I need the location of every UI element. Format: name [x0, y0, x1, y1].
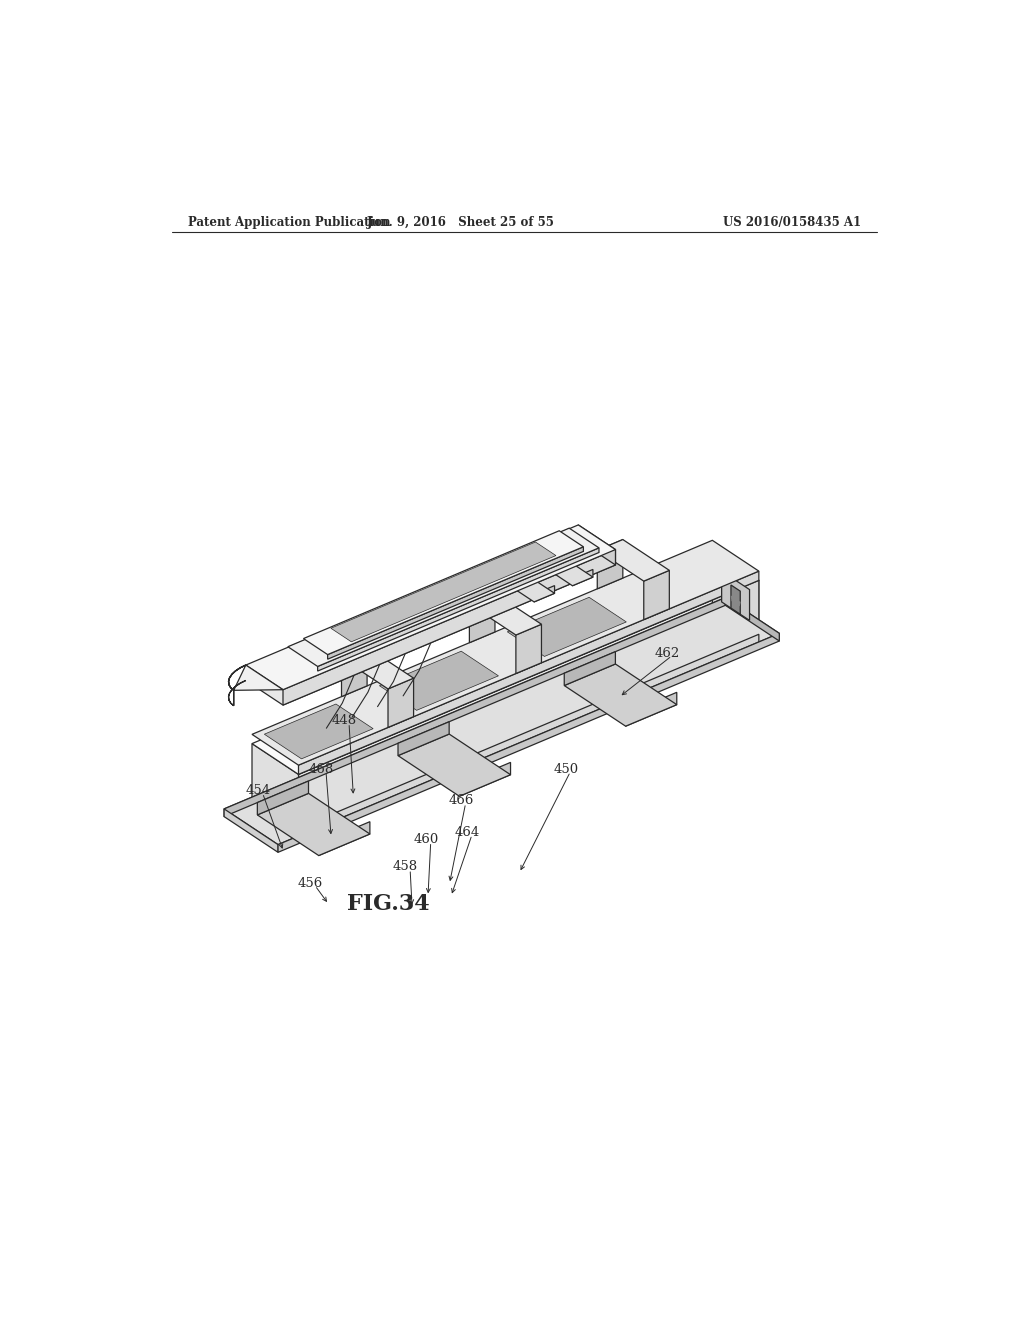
Text: 460: 460 — [414, 833, 439, 846]
Text: 468: 468 — [309, 763, 334, 776]
Polygon shape — [626, 692, 677, 726]
Polygon shape — [224, 598, 779, 845]
Polygon shape — [246, 525, 615, 689]
Polygon shape — [388, 678, 414, 727]
Text: US 2016/0158435 A1: US 2016/0158435 A1 — [723, 216, 861, 230]
Polygon shape — [257, 793, 370, 855]
Polygon shape — [283, 549, 615, 705]
Polygon shape — [469, 594, 542, 635]
Polygon shape — [228, 665, 283, 690]
Polygon shape — [597, 540, 670, 581]
Polygon shape — [545, 558, 593, 586]
Polygon shape — [735, 599, 739, 607]
Polygon shape — [380, 651, 499, 710]
Polygon shape — [733, 599, 735, 605]
Polygon shape — [735, 599, 737, 607]
Polygon shape — [252, 743, 299, 829]
Text: Jun. 9, 2016   Sheet 25 of 55: Jun. 9, 2016 Sheet 25 of 55 — [368, 216, 555, 230]
Polygon shape — [252, 549, 759, 775]
Polygon shape — [734, 599, 735, 607]
Polygon shape — [224, 598, 725, 817]
Polygon shape — [252, 603, 759, 829]
Circle shape — [541, 553, 551, 564]
Text: 448: 448 — [332, 714, 357, 727]
Text: 454: 454 — [246, 784, 270, 797]
Polygon shape — [257, 781, 308, 814]
Polygon shape — [735, 599, 740, 606]
Bar — [515, 583, 519, 593]
Polygon shape — [318, 821, 370, 855]
Polygon shape — [713, 549, 759, 635]
Polygon shape — [644, 570, 670, 619]
Polygon shape — [224, 809, 279, 853]
Polygon shape — [228, 665, 246, 706]
Polygon shape — [507, 597, 627, 656]
Polygon shape — [572, 569, 593, 586]
Polygon shape — [303, 531, 584, 655]
Text: FIG.34: FIG.34 — [346, 892, 429, 915]
Polygon shape — [731, 585, 740, 614]
Polygon shape — [506, 574, 555, 602]
Text: Patent Application Publication: Patent Application Publication — [188, 216, 391, 230]
Polygon shape — [331, 543, 556, 642]
Polygon shape — [735, 599, 740, 605]
Bar — [538, 583, 543, 593]
Text: 466: 466 — [449, 795, 474, 808]
Text: 450: 450 — [553, 763, 579, 776]
Circle shape — [310, 651, 321, 660]
Bar — [522, 583, 527, 593]
Polygon shape — [398, 734, 511, 796]
Polygon shape — [342, 647, 414, 689]
Text: 462: 462 — [655, 647, 680, 660]
Polygon shape — [264, 704, 373, 759]
Polygon shape — [731, 598, 735, 601]
Polygon shape — [299, 635, 759, 836]
Polygon shape — [460, 763, 511, 796]
Text: 456: 456 — [298, 876, 324, 890]
Text: 458: 458 — [393, 861, 418, 874]
Polygon shape — [342, 647, 367, 697]
Polygon shape — [252, 540, 759, 766]
Polygon shape — [535, 586, 555, 602]
Polygon shape — [725, 598, 779, 642]
Polygon shape — [732, 599, 735, 603]
Polygon shape — [735, 599, 738, 607]
Polygon shape — [299, 572, 759, 775]
Polygon shape — [279, 634, 779, 853]
Polygon shape — [722, 572, 750, 620]
Polygon shape — [246, 540, 615, 705]
Polygon shape — [317, 548, 599, 671]
Text: 464: 464 — [455, 826, 480, 838]
Polygon shape — [328, 546, 584, 659]
Polygon shape — [564, 664, 677, 726]
Bar — [530, 583, 535, 593]
Polygon shape — [579, 525, 615, 565]
Polygon shape — [564, 652, 615, 685]
Polygon shape — [398, 722, 450, 755]
Polygon shape — [288, 528, 599, 667]
Polygon shape — [597, 540, 623, 589]
Polygon shape — [299, 581, 759, 829]
Polygon shape — [469, 594, 495, 643]
Polygon shape — [516, 624, 542, 673]
Polygon shape — [731, 595, 735, 599]
